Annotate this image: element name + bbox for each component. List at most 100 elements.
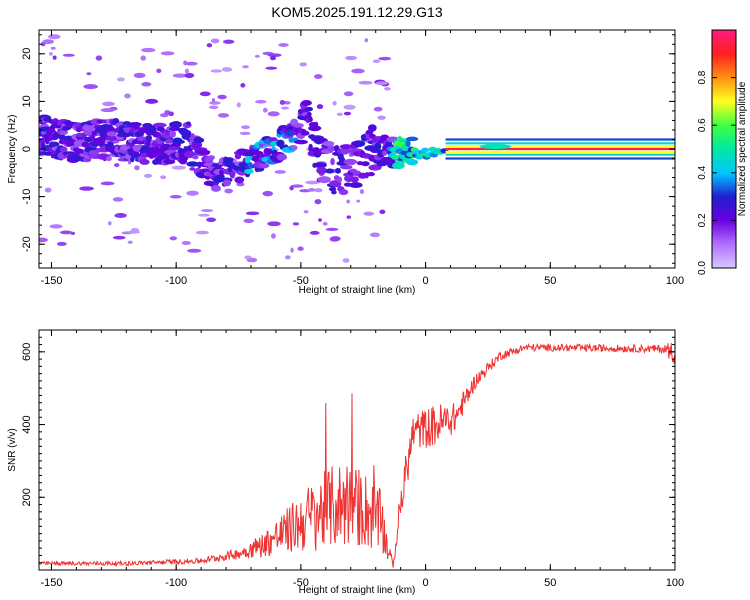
spectrogram-speckle <box>206 217 216 223</box>
spectrogram-x-tick-label: -50 <box>293 275 309 287</box>
spectrogram-x-label: Height of straight line (km) <box>299 285 416 296</box>
spectrogram-speckle <box>200 208 214 213</box>
spectrogram-cell <box>191 141 203 149</box>
spectrogram-speckle <box>313 188 323 193</box>
spectrogram-speckle <box>186 190 199 196</box>
spectrogram-cell <box>218 174 225 179</box>
spectrogram-speckle <box>130 228 140 233</box>
spectrogram-cell <box>366 172 376 177</box>
spectrogram-cell <box>204 156 214 164</box>
spectrogram-cell <box>194 137 205 143</box>
spectrogram-y-tick-label: -20 <box>21 236 33 252</box>
spectrogram-cell <box>170 121 182 129</box>
spectrogram-cell <box>314 121 319 128</box>
spectrogram-cell <box>405 139 411 148</box>
spectrogram-speckle <box>278 43 289 48</box>
spectrogram-speckle <box>133 72 146 78</box>
spectrogram-speckle <box>183 60 188 66</box>
spectrogram-cell <box>339 144 353 150</box>
spectrogram-speckle <box>384 87 391 91</box>
colorbar-tick-label: 0.2 <box>697 213 708 227</box>
spectrogram-speckle <box>346 199 350 204</box>
spectrogram-speckle <box>316 104 324 110</box>
spectrogram-y-ticks: -20 -10 0 10 20 <box>21 34 675 264</box>
spectrogram-speckle <box>181 240 191 246</box>
spectrogram-speckle <box>39 237 48 243</box>
spectrogram-cell <box>300 130 310 136</box>
spectrogram-cell <box>140 159 149 165</box>
colorbar-label: Normalized spectral amplitude <box>737 81 748 216</box>
spectrogram-cell <box>90 134 95 141</box>
spectrogram-speckle <box>113 163 120 168</box>
snr-x-tick-label: 50 <box>544 577 556 589</box>
spectrogram-cell <box>164 138 174 144</box>
spectrogram-speckle <box>271 233 276 239</box>
spectrogram-cell <box>222 179 232 187</box>
spectrogram-cell <box>234 176 245 184</box>
spectrogram-speckle <box>332 101 337 106</box>
spectrogram-speckle <box>112 197 124 202</box>
spectrogram-speckle <box>145 98 159 104</box>
spectrogram-speckle <box>342 258 350 263</box>
spectrogram-speckle <box>364 38 369 43</box>
colorbar-tick-label: 0.4 <box>697 165 708 179</box>
spectrogram-speckle <box>303 210 309 214</box>
spectrogram-speckle <box>313 74 323 79</box>
spectrogram-cell <box>165 145 171 152</box>
spectrogram-x-tick-label: 50 <box>544 275 556 287</box>
spectrogram-speckle <box>127 240 133 244</box>
spectrogram-speckle <box>224 188 233 194</box>
spectrogram-speckle <box>269 55 276 61</box>
spectrogram-cell <box>391 154 400 160</box>
colorbar-tick-label: 0.0 <box>697 261 708 275</box>
spectrogram-cell <box>192 155 199 160</box>
spectrogram-speckle <box>168 111 174 117</box>
spectrogram-speckle <box>169 236 178 241</box>
spectrogram-cell <box>327 145 335 152</box>
spectrogram-speckle <box>199 91 211 97</box>
spectrogram-y-tick-label: 0 <box>21 146 33 152</box>
snr-y-ticks: 200 400 600 <box>21 329 675 564</box>
spectrogram-speckle <box>217 113 230 118</box>
spectrogram-speckle <box>141 47 156 53</box>
spectrogram-speckle <box>50 46 56 50</box>
spectrogram-cell <box>66 141 73 147</box>
spectrogram-speckle <box>62 53 75 57</box>
spectrogram-cell <box>132 121 140 130</box>
spectrogram-speckle <box>241 125 250 130</box>
spectrogram-speckle <box>351 68 365 74</box>
spectrogram-cell <box>348 160 356 166</box>
spectrogram-speckle <box>378 56 392 61</box>
spectrogram-speckle <box>318 218 322 222</box>
spectrogram-speckle <box>329 236 341 242</box>
spectrogram-speckle <box>117 77 125 82</box>
spectrogram-cell <box>294 139 308 145</box>
spectrogram-speckle <box>356 199 361 203</box>
spectrogram-cell <box>284 130 296 136</box>
spectrogram-marks <box>39 34 675 263</box>
spectrogram-speckle <box>322 221 328 226</box>
spectrogram-speckle <box>114 212 127 219</box>
spectrogram-speckle <box>314 199 322 205</box>
spectrogram-cell <box>48 141 60 148</box>
spectrogram-x-ticks: -150 -100 -50 0 50 100 <box>40 30 684 287</box>
snr-y-label: SNR (v/v) <box>7 428 18 471</box>
spectrogram-cell <box>82 124 95 132</box>
spectrogram-speckle <box>222 39 235 44</box>
spectrogram-cell <box>118 121 125 126</box>
spectrogram-speckle <box>141 82 152 87</box>
spectrogram-speckle <box>281 106 290 110</box>
spectrogram-speckle <box>263 107 268 113</box>
spectrogram-cell <box>175 139 185 144</box>
spectrogram-speckle <box>265 66 278 70</box>
spectrogram-speckle <box>59 230 73 235</box>
spectrogram-speckle <box>343 104 356 110</box>
spectrogram-speckle <box>187 248 202 253</box>
colorbar-tick-label: 0.6 <box>697 118 708 132</box>
spectrogram-speckle <box>243 218 254 223</box>
snr-x-label: Height of straight line (km) <box>299 585 416 596</box>
spectrogram-speckle <box>345 55 357 61</box>
snr-y-tick-label: 200 <box>21 488 33 506</box>
spectrogram-speckle <box>290 184 304 188</box>
